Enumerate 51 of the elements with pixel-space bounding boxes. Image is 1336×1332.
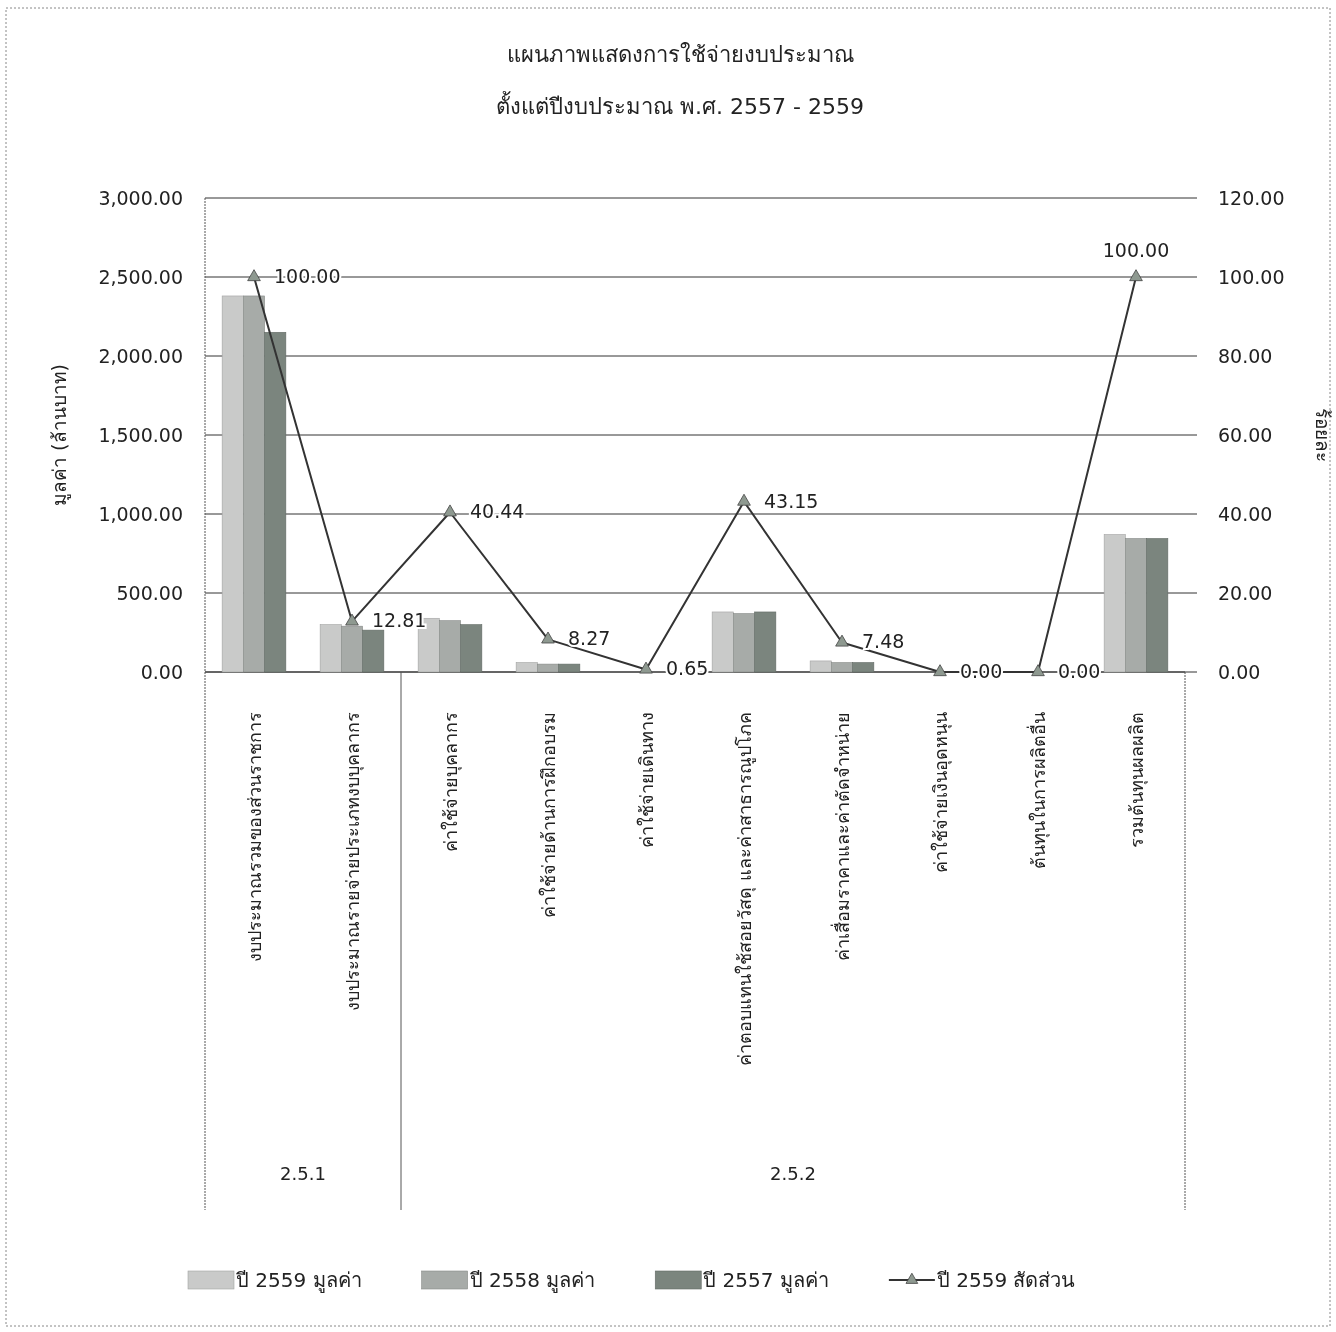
point xyxy=(1031,664,1045,677)
chart-title: แผนภาพแสดงการใช้จ่ายงบประมาณ xyxy=(506,42,854,67)
chart-subtitle: ตั้งแต่ปีงบประมาณ พ.ศ. 2557 - 2559 xyxy=(496,91,864,119)
data-label: 12.81 xyxy=(372,609,427,632)
data-label: 40.44 xyxy=(470,500,525,523)
x-tick-label: ค่าใช้จ่ายด้านการฝึกอบรม xyxy=(538,712,559,918)
x-tick-label: งบประมาณรายจ่ายประเภทงบบุคลากร xyxy=(342,712,364,1011)
y-tick-label: 2,500.00 xyxy=(98,265,183,288)
y-tick-label: 500.00 xyxy=(116,581,183,604)
point xyxy=(933,664,947,677)
x-tick-label: งบประมาณรวมของส่วนราชการ xyxy=(244,712,265,962)
y-tick-label: 2,000.00 xyxy=(98,344,183,367)
y2-tick-label: 40.00 xyxy=(1218,502,1273,525)
point xyxy=(541,631,555,644)
x-tick-label: ค่าใช้จ่ายเงินอุดหนุน xyxy=(930,712,952,873)
y-tick-label: 3,000.00 xyxy=(98,186,183,209)
y2-tick-label: 100.00 xyxy=(1218,265,1285,288)
y2-tick-label: 20.00 xyxy=(1218,581,1273,604)
x-tick-label: ค่าตอบแทนใช้สอยวัสดุ และค่าสาธารณูปโภค xyxy=(734,712,756,1066)
x-tick-label: รวมต้นทุนผลผลิต xyxy=(1126,712,1148,848)
point xyxy=(1129,269,1143,282)
x-tick-label: ต้นทุนในการผลิตอื่น xyxy=(1026,712,1050,869)
y-axis-title: มูลค่า (ล้านบาท) xyxy=(48,364,71,506)
text: 2.5.1 xyxy=(280,1163,326,1184)
point xyxy=(835,634,849,647)
data-label: 100.00 xyxy=(1102,239,1170,261)
x-tick-label: ค่าเสื่อมราคาและค่าตัดจำหน่าย xyxy=(830,712,853,961)
x-tick-label: ค่าใช้จ่ายบุคลากร xyxy=(440,712,462,852)
y2-tick-label: 60.00 xyxy=(1218,423,1273,446)
y2-tick-label: 80.00 xyxy=(1218,344,1273,367)
legend-label: ปี 2559 สัดส่วน xyxy=(936,1268,1076,1292)
y2-axis-title: ร้อยละ xyxy=(1312,408,1334,462)
y-tick-label: 1,000.00 xyxy=(98,502,183,525)
data-label: 100.00 xyxy=(274,265,341,287)
point xyxy=(443,504,457,517)
data-label: 43.15 xyxy=(764,489,819,512)
y2-tick-label: 0.00 xyxy=(1218,660,1261,683)
data-label: 7.48 xyxy=(862,630,905,653)
point xyxy=(345,613,359,626)
y2-tick-label: 120.00 xyxy=(1218,186,1285,209)
y-tick-label: 1,500.00 xyxy=(98,423,183,446)
legend-label: ปี 2558 มูลค่า xyxy=(469,1268,596,1293)
text: 2.5.2 xyxy=(770,1163,816,1184)
legend-label: ปี 2557 มูลค่า xyxy=(703,1268,829,1293)
x-tick-label: ค่าใช้จ่ายเดินทาง xyxy=(636,712,657,848)
point xyxy=(737,493,751,506)
point xyxy=(247,269,261,282)
y-tick-label: 0.00 xyxy=(140,660,183,683)
data-label: 8.27 xyxy=(568,627,611,650)
legend-label: ปี 2559 มูลค่า xyxy=(236,1268,362,1293)
point xyxy=(639,661,653,674)
